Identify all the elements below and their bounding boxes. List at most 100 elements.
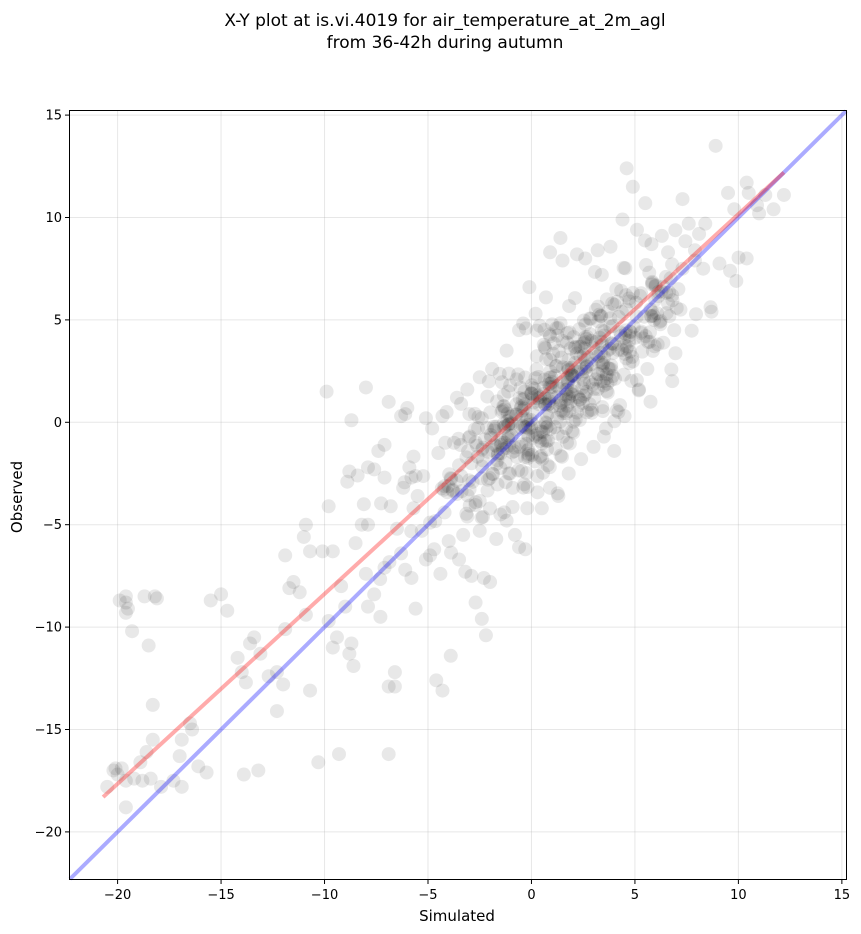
scatter-point (433, 566, 448, 581)
scatter-point (539, 408, 554, 423)
scatter-point (460, 444, 475, 459)
scatter-point (410, 489, 425, 504)
scatter-point (402, 460, 417, 475)
scatter-point (550, 426, 565, 441)
scatter-point (543, 329, 558, 344)
scatter-point (490, 394, 505, 409)
x-tick-label: −10 (311, 888, 338, 903)
scatter-point (563, 369, 578, 384)
scatter-point (481, 472, 496, 487)
scatter-point (525, 391, 540, 406)
scatter-point (507, 527, 522, 542)
scatter-point (729, 273, 744, 288)
scatter-point (599, 292, 614, 307)
scatter-point (530, 391, 545, 406)
scatter-point (537, 372, 552, 387)
scatter-point (500, 414, 515, 429)
scatter-point (692, 226, 707, 241)
scatter-point (611, 342, 626, 357)
scatter-point (662, 285, 677, 300)
scatter-point (542, 370, 557, 385)
scatter-point (475, 459, 490, 474)
scatter-point (643, 302, 658, 317)
scatter-point (549, 321, 564, 336)
scatter-point (530, 426, 545, 441)
scatter-point (191, 759, 206, 774)
scatter-point (599, 371, 614, 386)
scatter-point (471, 421, 486, 436)
scatter-point (441, 479, 456, 494)
scatter-point (600, 376, 615, 391)
scatter-point (525, 416, 540, 431)
scatter-point (592, 330, 607, 345)
scatter-point (367, 462, 382, 477)
scatter-point (517, 384, 532, 399)
scatter-point (462, 498, 477, 513)
scatter-point (687, 243, 702, 258)
scatter-point (553, 398, 568, 413)
scatter-point (595, 404, 610, 419)
scatter-point (400, 400, 415, 415)
scatter-point (517, 477, 532, 492)
scatter-point (673, 302, 688, 317)
scatter-point (495, 442, 510, 457)
scatter-point (441, 534, 456, 549)
scatter-point (397, 475, 412, 490)
scatter-point (566, 330, 581, 345)
scatter-point (489, 439, 504, 454)
scatter-point (543, 376, 558, 391)
scatter-point (325, 544, 340, 559)
scatter-point (358, 380, 373, 395)
scatter-point (460, 488, 475, 503)
scatter-point (505, 500, 520, 515)
scatter-point (502, 438, 517, 453)
scatter-point (708, 138, 723, 153)
scatter-point (582, 397, 597, 412)
scatter-point (423, 548, 438, 563)
scatter-point (656, 279, 671, 294)
scatter-point (538, 397, 553, 412)
scatter-point (561, 466, 576, 481)
scatter-point (404, 524, 419, 539)
scatter-point (624, 373, 639, 388)
scatter-point (549, 359, 564, 374)
scatter-point (452, 552, 467, 567)
scatter-point (587, 391, 602, 406)
scatter-point (577, 376, 592, 391)
scatter-point (572, 322, 587, 337)
scatter-point (607, 443, 622, 458)
scatter-point (543, 364, 558, 379)
scatter-point (545, 399, 560, 414)
scatter-point (474, 611, 489, 626)
scatter-point (172, 749, 187, 764)
scatter-point (472, 370, 487, 385)
scatter-point (464, 568, 479, 583)
scatter-point (739, 251, 754, 266)
y-tick-label: −15 (35, 723, 62, 738)
scatter-point (597, 350, 612, 365)
scatter-point (519, 436, 534, 451)
scatter-point (494, 433, 509, 448)
scatter-point (615, 212, 630, 227)
scatter-point (605, 296, 620, 311)
scatter-point (427, 542, 442, 557)
scatter-point (562, 404, 577, 419)
scatter-point (600, 343, 615, 358)
scatter-point (659, 306, 674, 321)
scatter-point (238, 675, 253, 690)
scatter-point (604, 362, 619, 377)
scatter-point (553, 316, 568, 331)
x-tick-label: 15 (834, 888, 851, 903)
scatter-point (247, 630, 262, 645)
scatter-point (564, 360, 579, 375)
scatter-point (584, 402, 599, 417)
scatter-point (476, 570, 491, 585)
scatter-point (588, 372, 603, 387)
scatter-point (614, 305, 629, 320)
scatter-point (445, 483, 460, 498)
scatter-point (524, 420, 539, 435)
scatter-point (617, 346, 632, 361)
scatter-point (495, 403, 510, 418)
scatter-point (377, 437, 392, 452)
scatter-point (377, 560, 392, 575)
